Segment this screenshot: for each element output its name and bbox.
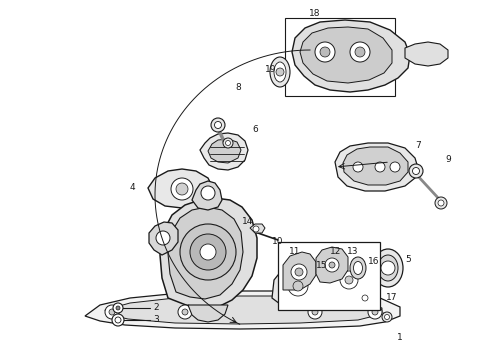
Circle shape [156, 231, 170, 245]
Ellipse shape [270, 57, 290, 87]
Circle shape [409, 164, 423, 178]
Circle shape [413, 167, 419, 175]
Polygon shape [300, 27, 392, 83]
Circle shape [329, 262, 335, 268]
Text: 12: 12 [330, 248, 342, 256]
Polygon shape [316, 247, 348, 283]
Bar [278, 242, 380, 310]
Polygon shape [200, 133, 248, 170]
Polygon shape [343, 147, 408, 185]
Circle shape [223, 138, 233, 148]
Text: 5: 5 [405, 256, 411, 265]
Text: 6: 6 [252, 126, 258, 135]
Circle shape [353, 162, 363, 172]
Text: 17: 17 [386, 293, 398, 302]
Circle shape [171, 178, 193, 200]
Polygon shape [188, 305, 228, 322]
Polygon shape [272, 265, 322, 308]
Circle shape [312, 309, 318, 315]
Text: 11: 11 [289, 248, 301, 256]
Circle shape [308, 305, 322, 319]
Circle shape [320, 47, 330, 57]
Circle shape [113, 303, 123, 313]
Polygon shape [149, 222, 178, 255]
Circle shape [315, 42, 335, 62]
Polygon shape [208, 139, 241, 163]
Circle shape [253, 226, 259, 232]
Ellipse shape [274, 62, 286, 82]
Text: 3: 3 [153, 315, 159, 324]
Polygon shape [283, 252, 316, 290]
Circle shape [112, 314, 124, 326]
Polygon shape [148, 169, 213, 208]
Text: 10: 10 [272, 238, 284, 247]
Polygon shape [192, 181, 222, 210]
Polygon shape [250, 224, 265, 233]
Ellipse shape [353, 261, 363, 274]
Circle shape [180, 224, 236, 280]
Circle shape [182, 309, 188, 315]
Circle shape [176, 183, 188, 195]
Circle shape [375, 162, 385, 172]
Circle shape [211, 118, 225, 132]
Circle shape [435, 197, 447, 209]
Circle shape [105, 305, 119, 319]
Circle shape [390, 162, 400, 172]
Circle shape [190, 234, 226, 270]
Polygon shape [292, 20, 410, 92]
Circle shape [215, 122, 221, 129]
Text: 4: 4 [129, 184, 135, 193]
Text: 18: 18 [309, 9, 321, 18]
Circle shape [385, 315, 390, 320]
Text: 14: 14 [243, 217, 254, 226]
Polygon shape [320, 258, 376, 303]
Circle shape [340, 271, 358, 289]
Circle shape [288, 276, 308, 296]
Circle shape [200, 244, 216, 260]
Circle shape [372, 309, 378, 315]
Circle shape [438, 200, 444, 206]
Circle shape [359, 292, 371, 304]
Polygon shape [335, 143, 418, 191]
Circle shape [293, 281, 303, 291]
Circle shape [295, 268, 303, 276]
Circle shape [115, 317, 121, 323]
Polygon shape [85, 291, 400, 329]
Ellipse shape [350, 257, 366, 279]
Circle shape [178, 305, 192, 319]
Polygon shape [279, 270, 315, 303]
Text: 13: 13 [347, 248, 359, 256]
Circle shape [368, 305, 382, 319]
Text: 16: 16 [368, 256, 380, 266]
Text: 2: 2 [153, 303, 159, 312]
Text: 19: 19 [265, 66, 277, 75]
Circle shape [291, 264, 307, 280]
Circle shape [381, 261, 395, 275]
Polygon shape [160, 198, 257, 308]
Circle shape [325, 258, 339, 272]
Circle shape [362, 295, 368, 301]
Text: 8: 8 [235, 84, 241, 93]
Ellipse shape [373, 249, 403, 287]
Circle shape [345, 276, 353, 284]
Text: 1: 1 [397, 333, 403, 342]
Polygon shape [405, 42, 448, 66]
Ellipse shape [378, 255, 398, 281]
Text: 7: 7 [415, 140, 421, 149]
Polygon shape [168, 207, 243, 299]
Circle shape [350, 42, 370, 62]
Bar [285, 18, 395, 96]
Circle shape [201, 186, 215, 200]
Text: 15: 15 [316, 261, 328, 270]
Circle shape [355, 47, 365, 57]
Circle shape [382, 312, 392, 322]
Circle shape [276, 68, 284, 76]
Text: 9: 9 [445, 156, 451, 165]
Circle shape [225, 140, 230, 145]
Circle shape [116, 306, 120, 310]
Circle shape [109, 309, 115, 315]
Polygon shape [105, 296, 382, 324]
Polygon shape [327, 261, 369, 298]
